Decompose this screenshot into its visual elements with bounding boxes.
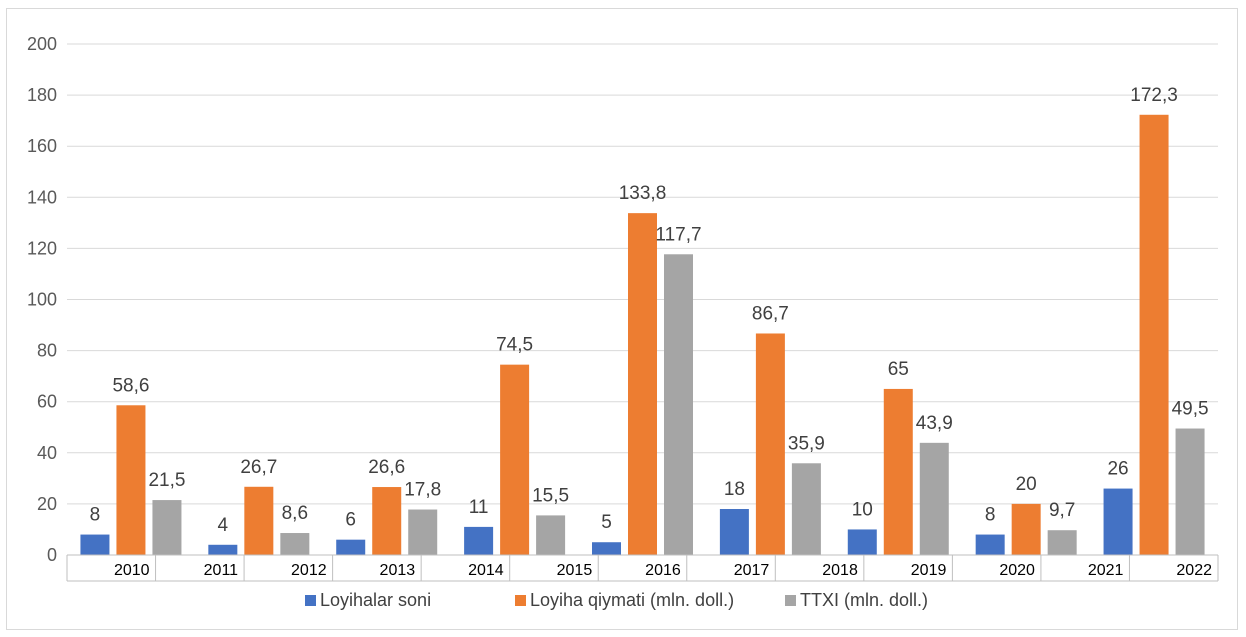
x-tick-label: 2021 (1088, 562, 1124, 579)
data-label: 21,5 (148, 470, 185, 491)
bar (1103, 488, 1133, 555)
data-label: 74,5 (496, 335, 533, 356)
legend-label: Loyiha qiymati (mln. doll.) (530, 590, 734, 610)
x-tick-label: 2020 (999, 562, 1035, 579)
data-label: 58,6 (112, 375, 149, 396)
bar (628, 213, 657, 556)
data-label: 8,6 (282, 503, 308, 524)
bar (208, 544, 238, 555)
x-tick-label: 2011 (204, 562, 239, 579)
data-label: 26,7 (240, 457, 277, 478)
legend-swatch (515, 595, 526, 606)
y-tick-label: 160 (27, 136, 57, 156)
data-label: 86,7 (752, 303, 789, 324)
bar (1011, 503, 1041, 555)
bar (719, 509, 749, 555)
x-tick-label: 2010 (114, 562, 150, 579)
legend-entry: Loyihalar soni (305, 590, 431, 610)
data-label: 8 (90, 505, 101, 526)
y-tick-label: 100 (27, 290, 57, 310)
data-label: 35,9 (788, 433, 825, 454)
bar (791, 463, 821, 555)
bar (536, 515, 566, 555)
bar (116, 405, 146, 555)
x-tick-label: 2022 (1176, 562, 1212, 579)
legend-label: Loyihalar soni (320, 590, 431, 610)
bar (372, 487, 402, 555)
legend: Loyihalar soni Loyiha qiymati (mln. doll.… (305, 590, 928, 610)
x-tick-label: 2018 (822, 562, 858, 579)
bar (244, 486, 274, 555)
bar (755, 333, 785, 555)
x-axis: 2010 2011 2012 2013 2014 2015 2016 2017 2018 2019… (66, 554, 1219, 582)
bar (592, 542, 621, 555)
data-label: 9,7 (1049, 500, 1075, 521)
bar (80, 534, 110, 555)
y-tick-label: 120 (27, 238, 57, 258)
y-tick-label: 60 (37, 392, 57, 412)
data-label: 10 (852, 499, 873, 520)
data-label: 172,3 (1130, 85, 1178, 106)
data-label: 43,9 (916, 413, 953, 434)
bar (975, 534, 1005, 555)
bar (464, 526, 494, 555)
y-axis: 0 20 40 60 80 100 120 140 160 180 200 (27, 34, 57, 565)
bar (847, 529, 877, 555)
bar (1139, 114, 1169, 555)
data-label: 11 (469, 497, 489, 518)
x-tick-label: 2016 (645, 562, 681, 579)
data-label: 4 (218, 515, 229, 536)
legend-label: TTXI (mln. doll.) (800, 590, 928, 610)
data-label: 18 (724, 479, 745, 500)
legend-swatch (305, 595, 316, 606)
bar (280, 533, 310, 555)
y-tick-label: 180 (27, 85, 57, 105)
data-label: 6 (345, 510, 356, 531)
y-tick-label: 20 (37, 494, 57, 514)
bar (883, 388, 913, 555)
data-label: 26 (1107, 459, 1128, 480)
bar (500, 364, 530, 555)
x-tick-label: 2013 (380, 562, 416, 579)
bars (80, 114, 1205, 556)
x-tick-label: 2015 (557, 562, 593, 579)
data-label: 20 (1016, 474, 1037, 495)
bar (919, 442, 949, 555)
data-label: 8 (985, 505, 996, 526)
bar (336, 539, 366, 555)
data-label: 15,5 (532, 485, 569, 506)
bar (1175, 428, 1205, 555)
y-tick-label: 0 (47, 545, 57, 565)
x-tick-label: 2012 (291, 562, 327, 579)
bar (408, 509, 438, 555)
data-label: 65 (888, 359, 909, 380)
data-label: 133,8 (619, 183, 667, 204)
legend-swatch (785, 595, 796, 606)
data-label: 5 (601, 512, 612, 533)
y-tick-label: 200 (27, 34, 57, 54)
legend-entry: Loyiha qiymati (mln. doll.) (515, 590, 734, 610)
data-label: 17,8 (404, 480, 441, 501)
data-label: 49,5 (1172, 399, 1209, 420)
x-tick-label: 2019 (911, 562, 947, 579)
y-tick-label: 40 (37, 443, 57, 463)
data-label: 26,6 (368, 457, 405, 478)
x-tick-label: 2017 (734, 562, 770, 579)
legend-entry: TTXI (mln. doll.) (785, 590, 928, 610)
data-label: 117,7 (655, 224, 701, 245)
y-tick-label: 80 (37, 341, 57, 361)
x-tick-label: 2014 (468, 562, 504, 579)
y-tick-label: 140 (27, 187, 57, 207)
bar (1047, 530, 1077, 555)
bar (152, 500, 182, 555)
chart-frame: 0 20 40 60 80 100 120 140 160 180 200 8 4 6 11 5 18 10 8 2… (6, 8, 1238, 630)
data-labels: 8 4 6 11 5 18 10 8 26 58,6 26,7 26,6 74,5 133,8 86,7 65… (90, 85, 1209, 536)
bar (664, 254, 693, 556)
